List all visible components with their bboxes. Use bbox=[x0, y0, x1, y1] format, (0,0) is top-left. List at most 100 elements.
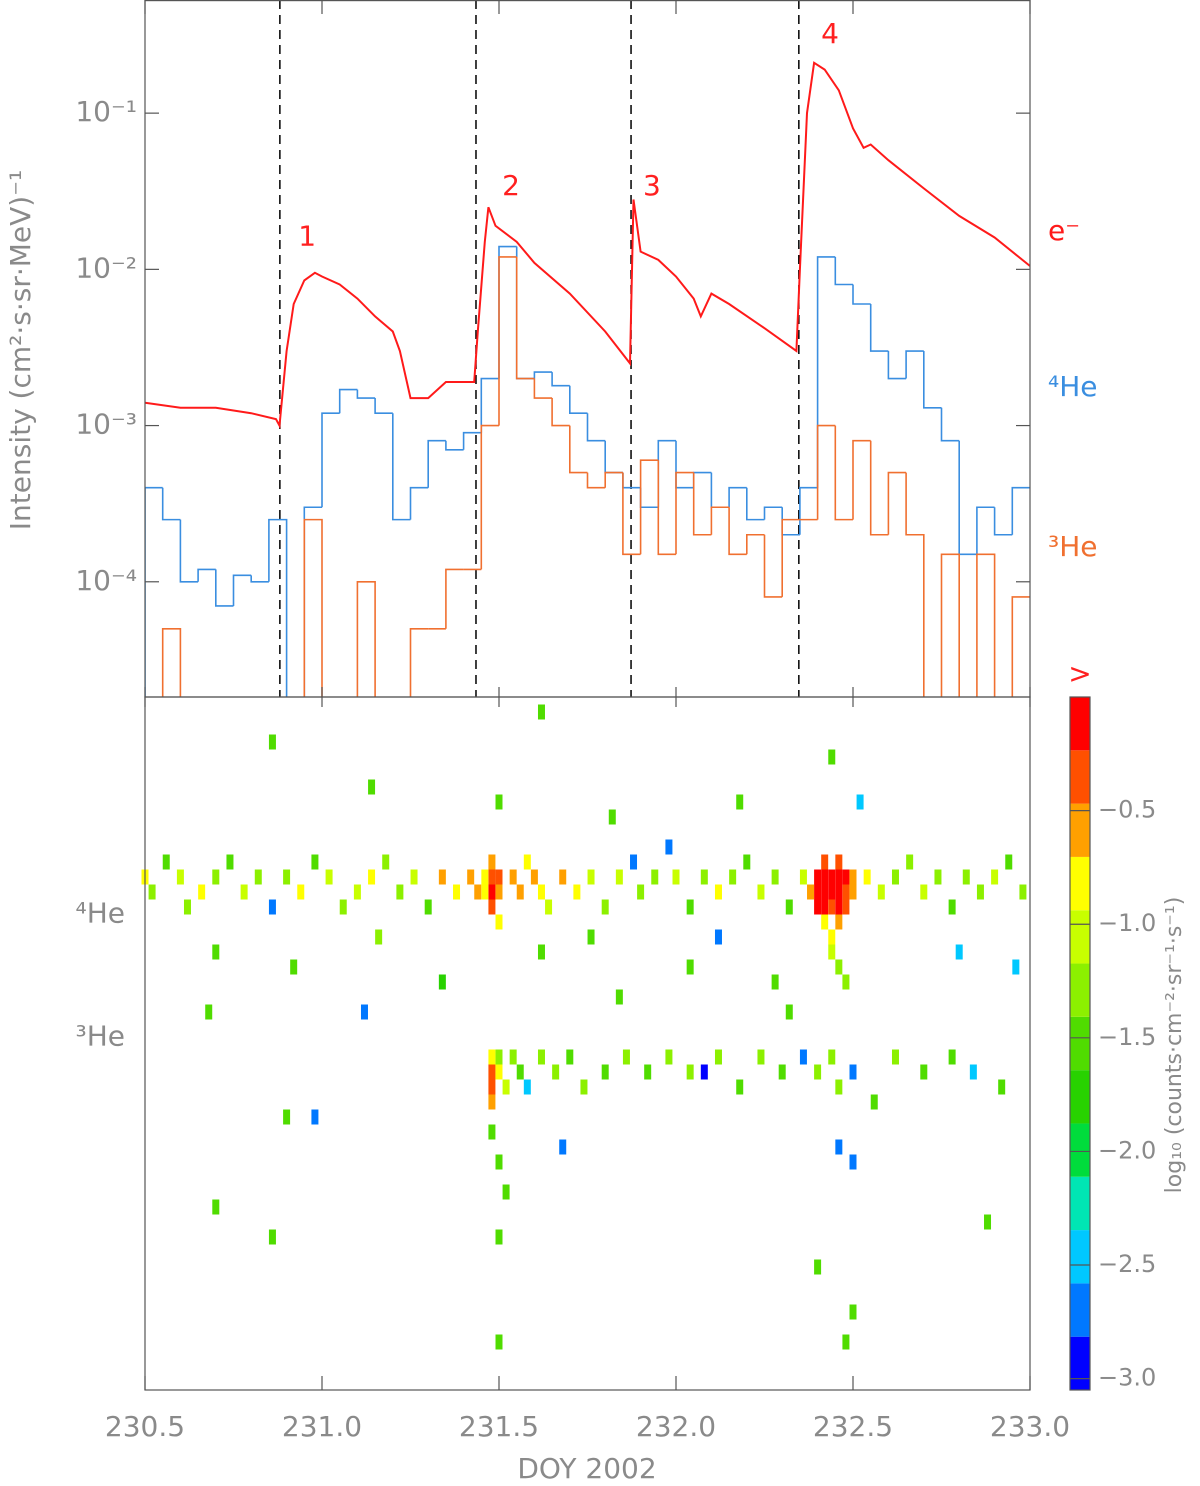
step-segment bbox=[427, 439, 446, 488]
heat-cell bbox=[339, 899, 347, 915]
colorbar-band bbox=[1070, 803, 1090, 857]
heat-cell bbox=[176, 869, 184, 885]
step-segment bbox=[923, 351, 942, 409]
heat-cell bbox=[835, 914, 843, 930]
heat-cell bbox=[877, 884, 885, 900]
heat-cell bbox=[835, 959, 843, 975]
heat-cell bbox=[891, 1049, 899, 1065]
heat-cell bbox=[438, 974, 446, 990]
heat-cell bbox=[821, 914, 829, 930]
step-segment bbox=[763, 534, 783, 598]
step-segment bbox=[586, 472, 606, 489]
heat-cell bbox=[700, 1064, 708, 1080]
heat-cell bbox=[622, 1049, 630, 1065]
heat-cell bbox=[821, 899, 829, 915]
step-segment bbox=[816, 424, 836, 520]
step-segment bbox=[639, 459, 659, 555]
y-axis-label: Intensity (cm²·s·sr·MeV)⁻¹ bbox=[4, 170, 37, 530]
step-segment bbox=[905, 350, 924, 379]
series-label: ³He bbox=[1048, 530, 1098, 563]
step-segment bbox=[958, 440, 977, 556]
step-segment bbox=[338, 388, 358, 414]
x-tick-label: 230.5 bbox=[105, 1410, 185, 1443]
heat-cell bbox=[870, 1094, 878, 1110]
heat-cell bbox=[700, 869, 708, 885]
heat-cell bbox=[969, 1064, 977, 1080]
heat-cell bbox=[920, 1064, 928, 1080]
heat-cell bbox=[821, 869, 829, 885]
step-segment bbox=[657, 439, 676, 508]
heat-cell bbox=[835, 899, 843, 915]
axes: 10⁻¹ 10⁻² 10⁻³ 10⁻⁴ e⁻ ⁴He ³He 1 2 3 4 230.5 231.0 23… bbox=[75, 0, 1156, 1443]
heat-cell bbox=[559, 869, 567, 885]
heat-cell bbox=[205, 1004, 213, 1020]
heat-cell bbox=[495, 869, 503, 885]
heat-cell bbox=[665, 1049, 673, 1065]
heat-cell bbox=[948, 899, 956, 915]
heat-cell bbox=[714, 929, 722, 945]
heat-cell bbox=[771, 869, 779, 885]
data-line bbox=[145, 61, 1030, 429]
colorbar-tick-label: −0.5 bbox=[1098, 796, 1156, 824]
step-segment bbox=[852, 284, 871, 305]
heat-cell bbox=[651, 869, 659, 885]
heat-cell bbox=[891, 869, 899, 885]
heat-cell bbox=[736, 1079, 744, 1095]
step-segment bbox=[852, 439, 871, 520]
colorbar-band bbox=[1070, 1016, 1090, 1071]
step-segment bbox=[569, 425, 588, 474]
heat-cell bbox=[814, 869, 822, 885]
step-segment bbox=[179, 519, 199, 583]
heat-cell bbox=[849, 884, 857, 900]
heat-cell bbox=[644, 1064, 652, 1080]
heat-cell bbox=[198, 884, 206, 900]
step-segment bbox=[622, 472, 641, 556]
heat-cell bbox=[240, 884, 248, 900]
heat-cell bbox=[821, 884, 829, 900]
step-segment bbox=[551, 372, 570, 387]
step-segment bbox=[356, 389, 376, 399]
step-segment bbox=[480, 424, 499, 570]
heat-cell bbox=[842, 974, 850, 990]
heat-cell bbox=[509, 869, 517, 885]
step-segment bbox=[887, 351, 907, 380]
heat-cell bbox=[849, 1304, 857, 1320]
heat-cell bbox=[481, 869, 489, 885]
heat-cell bbox=[552, 1064, 560, 1080]
step-segment bbox=[303, 506, 322, 697]
heat-cell bbox=[828, 899, 836, 915]
step-segment bbox=[781, 518, 800, 597]
top-plot bbox=[145, 0, 1030, 697]
heat-cell bbox=[920, 884, 928, 900]
heat-cell bbox=[799, 869, 807, 885]
heat-cell bbox=[212, 1199, 220, 1215]
heat-cell bbox=[587, 869, 595, 885]
heat-cell bbox=[814, 899, 822, 915]
heat-cell bbox=[962, 869, 970, 885]
heat-cell bbox=[835, 1139, 843, 1155]
step-segment bbox=[515, 246, 535, 380]
heat-cell bbox=[488, 854, 496, 870]
step-segment bbox=[533, 378, 553, 399]
heat-cell bbox=[785, 1004, 793, 1020]
step-segment bbox=[746, 487, 765, 521]
heat-cell bbox=[814, 884, 822, 900]
step-segment bbox=[710, 506, 730, 535]
step-segment bbox=[268, 518, 288, 697]
step-segment bbox=[834, 256, 853, 286]
colorbar-tick-label: −3.0 bbox=[1098, 1364, 1156, 1392]
step-segment bbox=[462, 431, 482, 450]
heat-cell bbox=[630, 854, 638, 870]
heat-cell bbox=[1019, 884, 1027, 900]
heat-cell bbox=[814, 1064, 822, 1080]
y-tick-label: 10⁻³ bbox=[75, 408, 137, 441]
heat-cell bbox=[757, 884, 765, 900]
step-segment bbox=[445, 440, 464, 451]
heat-cell bbox=[268, 734, 276, 750]
heat-cell bbox=[488, 1064, 496, 1080]
heat-cell bbox=[955, 944, 963, 960]
step-segment bbox=[303, 518, 323, 697]
heat-cell bbox=[502, 1079, 510, 1095]
colorbar-band bbox=[1070, 910, 1090, 964]
